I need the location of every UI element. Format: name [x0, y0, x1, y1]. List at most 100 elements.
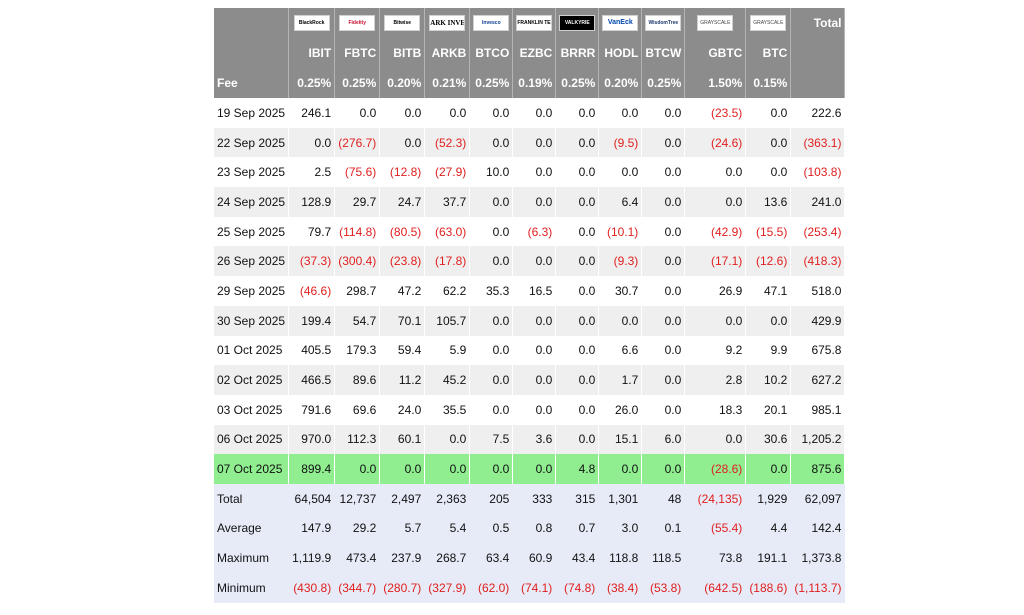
- logo-cell-btcw: WisdomTree: [641, 8, 686, 38]
- stat-arkb: 2,363: [424, 483, 471, 514]
- ticker-btco: BTCO: [469, 38, 514, 68]
- stat-ezbc: 60.9: [512, 543, 557, 573]
- corner-cell: [214, 38, 290, 68]
- flow-arkb: 0.0: [424, 454, 471, 484]
- flow-btco: 0.0: [469, 454, 514, 484]
- flow-fbtc: (300.4): [334, 246, 381, 277]
- flow-arkb: (63.0): [424, 216, 471, 247]
- ticker-hodl: HODL: [598, 38, 643, 68]
- stat-btcw: 0.1: [641, 513, 686, 544]
- ticker-bitb: BITB: [379, 38, 426, 68]
- stat-row-minimum: Minimum (430.8) (344.7) (280.7) (327.9) (62.0…: [214, 573, 846, 603]
- flow-ibit: (46.6): [288, 276, 336, 306]
- table-row: 06 Oct 2025 970.0 112.3 60.1 0.0 7.5 3.6 0.0 15.…: [214, 424, 846, 455]
- flow-bitb: 47.2: [379, 276, 426, 306]
- row-date: 03 Oct 2025: [214, 394, 290, 425]
- flow-fbtc: 69.6: [334, 394, 381, 425]
- flow-btcw: 0.0: [641, 276, 686, 306]
- row-date: 02 Oct 2025: [214, 365, 290, 395]
- corner-cell: [214, 8, 290, 38]
- table-row: 30 Sep 2025 199.4 54.7 70.1 105.7 0.0 0.0 0.0 0.…: [214, 305, 846, 336]
- flow-gbtc: (17.1): [684, 246, 747, 277]
- stat-ibit: 1,119.9: [288, 543, 336, 573]
- flow-gbtc: 0.0: [684, 424, 747, 455]
- stat-label: Minimum: [214, 573, 290, 603]
- ticker-gbtc: GBTC: [684, 38, 747, 68]
- stat-arkb: (327.9): [424, 573, 471, 603]
- flow-gbtc: 9.2: [684, 335, 747, 366]
- row-date: 25 Sep 2025: [214, 216, 290, 247]
- flow-ezbc: 0.0: [512, 187, 557, 217]
- flow-fbtc: 179.3: [334, 335, 381, 366]
- stat-gbtc: (642.5): [684, 573, 747, 603]
- flow-hodl: (9.5): [598, 127, 643, 158]
- flow-fbtc: 29.7: [334, 187, 381, 217]
- flow-brrr: 0.0: [555, 98, 600, 128]
- flow-bitb: (23.8): [379, 246, 426, 277]
- flow-brrr: 0.0: [555, 216, 600, 247]
- flow-gbtc: 0.0: [684, 305, 747, 336]
- fee-btcw: 0.25%: [641, 68, 686, 98]
- flow-fbtc: 89.6: [334, 365, 381, 395]
- row-date: 24 Sep 2025: [214, 187, 290, 217]
- logo-cell-gbtc: GRAYSCALE: [684, 8, 747, 38]
- flow-btc: 0.0: [745, 157, 792, 188]
- flow-btcw: 0.0: [641, 305, 686, 336]
- row-total: (253.4): [790, 216, 846, 247]
- issuer-logo: WisdomTree: [645, 15, 682, 31]
- flow-gbtc: 18.3: [684, 394, 747, 425]
- flow-btco: 7.5: [469, 424, 514, 455]
- flow-ibit: 405.5: [288, 335, 336, 366]
- row-total: 518.0: [790, 276, 846, 306]
- flow-gbtc: (24.6): [684, 127, 747, 158]
- stat-btc: 191.1: [745, 543, 792, 573]
- row-date: 06 Oct 2025: [214, 424, 290, 455]
- flow-bitb: (80.5): [379, 216, 426, 247]
- flow-hodl: 26.0: [598, 394, 643, 425]
- row-total: 1,205.2: [790, 424, 846, 455]
- flow-btc: 13.6: [745, 187, 792, 217]
- fee-arkb: 0.21%: [424, 68, 471, 98]
- fee-ezbc: 0.19%: [512, 68, 557, 98]
- flow-ibit: 79.7: [288, 216, 336, 247]
- flow-fbtc: (114.8): [334, 216, 381, 247]
- stat-btco: 0.5: [469, 513, 514, 544]
- stat-row-total: Total 64,504 12,737 2,497 2,363 205 333 315 1,30…: [214, 483, 846, 514]
- stat-row-average: Average 147.9 29.2 5.7 5.4 0.5 0.8 0.7 3.0 0.1 (55…: [214, 513, 846, 544]
- flow-btco: 0.0: [469, 246, 514, 277]
- stat-btcw: 118.5: [641, 543, 686, 573]
- flow-bitb: 70.1: [379, 305, 426, 336]
- flow-hodl: 0.0: [598, 98, 643, 128]
- flow-brrr: 0.0: [555, 276, 600, 306]
- flow-btcw: 0.0: [641, 98, 686, 128]
- flow-btc: (15.5): [745, 216, 792, 247]
- flow-btcw: 0.0: [641, 187, 686, 217]
- flow-btco: 0.0: [469, 365, 514, 395]
- flow-arkb: 37.7: [424, 187, 471, 217]
- stat-bitb: 237.9: [379, 543, 426, 573]
- flow-btcw: 0.0: [641, 157, 686, 188]
- fee-row: Fee 0.25% 0.25% 0.20% 0.21% 0.25% 0.19% 0.25% 0…: [214, 68, 846, 98]
- stat-brrr: 315: [555, 483, 600, 514]
- flow-hodl: 1.7: [598, 365, 643, 395]
- fee-label: Fee: [214, 68, 290, 98]
- row-date: 23 Sep 2025: [214, 157, 290, 188]
- flow-arkb: (17.8): [424, 246, 471, 277]
- stat-label: Total: [214, 483, 290, 514]
- stat-ibit: (430.8): [288, 573, 336, 603]
- stat-hodl: 1,301: [598, 483, 643, 514]
- logo-cell-btco: Invesco: [469, 8, 514, 38]
- issuer-logo: BlackRock: [293, 15, 330, 31]
- issuer-logo: Fidelity: [339, 15, 376, 31]
- logo-cell-btc: GRAYSCALE: [745, 8, 792, 38]
- flow-arkb: 62.2: [424, 276, 471, 306]
- flow-btc: 0.0: [745, 454, 792, 484]
- ticker-btc: BTC: [745, 38, 792, 68]
- flow-btc: 0.0: [745, 305, 792, 336]
- flow-ibit: 2.5: [288, 157, 336, 188]
- flow-btc: 47.1: [745, 276, 792, 306]
- stat-gbtc: (55.4): [684, 513, 747, 544]
- flow-ezbc: 0.0: [512, 127, 557, 158]
- stat-btco: (62.0): [469, 573, 514, 603]
- flow-ezbc: 3.6: [512, 424, 557, 455]
